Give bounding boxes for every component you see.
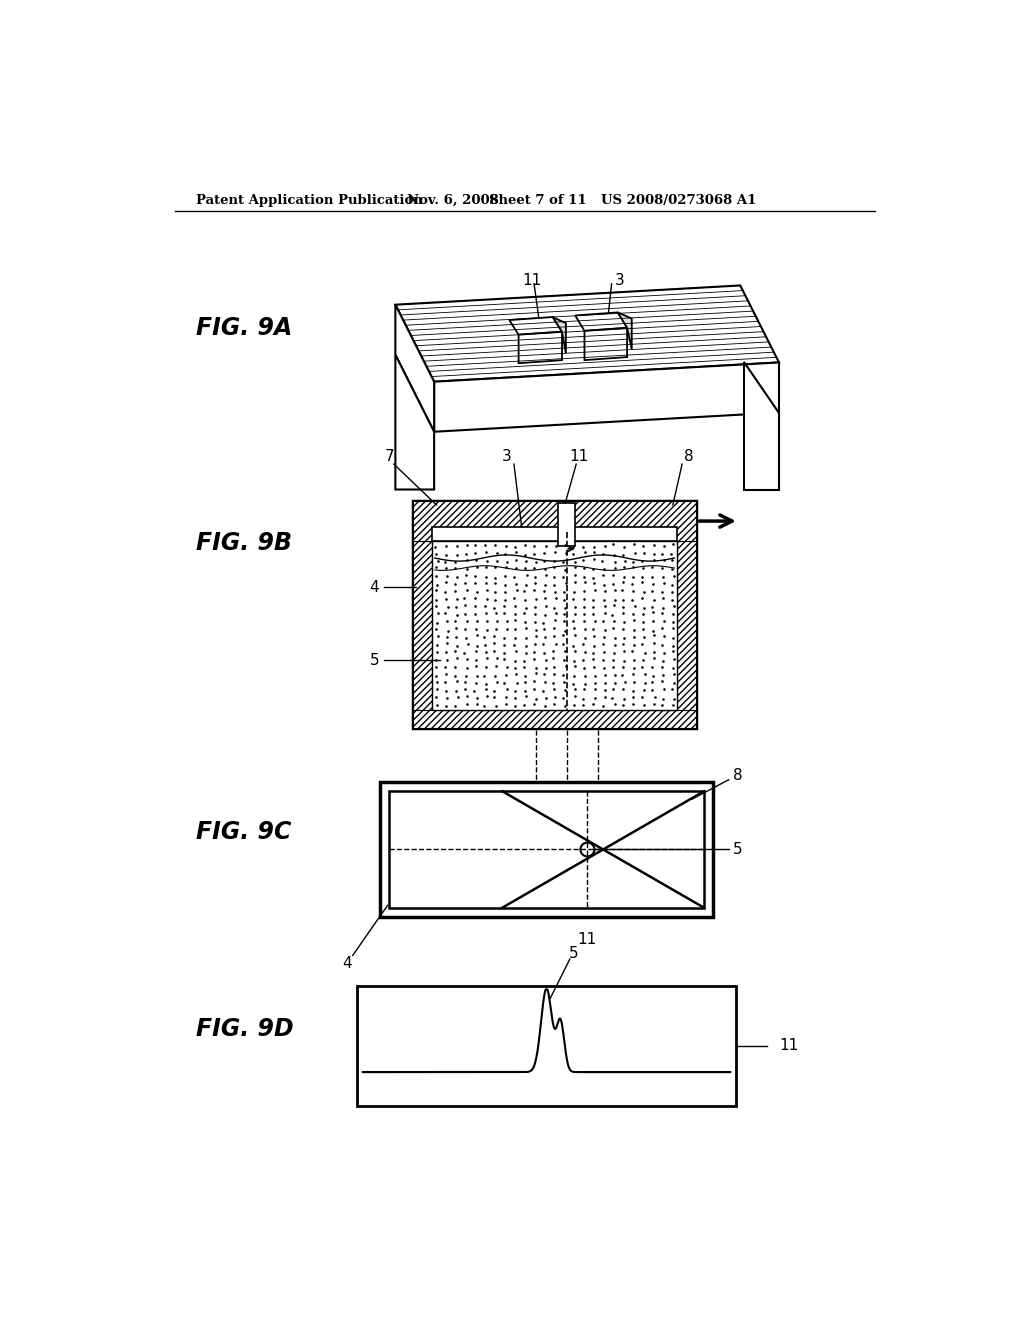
Bar xyxy=(414,710,696,729)
Text: 11: 11 xyxy=(522,272,542,288)
Text: Nov. 6, 2008: Nov. 6, 2008 xyxy=(407,194,499,207)
Bar xyxy=(389,792,703,908)
Bar xyxy=(678,541,696,729)
Text: FIG. 9A: FIG. 9A xyxy=(197,315,293,339)
Bar xyxy=(432,527,678,541)
Polygon shape xyxy=(395,305,434,432)
Text: US 2008/0273068 A1: US 2008/0273068 A1 xyxy=(601,194,756,207)
Polygon shape xyxy=(617,313,632,350)
Bar xyxy=(356,986,736,1105)
Bar xyxy=(414,541,432,729)
Text: 4: 4 xyxy=(342,956,352,970)
Text: 3: 3 xyxy=(615,272,625,288)
Polygon shape xyxy=(585,327,627,360)
Bar xyxy=(558,503,575,545)
Text: 11: 11 xyxy=(779,1039,799,1053)
Bar xyxy=(432,541,678,710)
Polygon shape xyxy=(744,363,779,490)
Polygon shape xyxy=(575,313,627,331)
Text: Patent Application Publication: Patent Application Publication xyxy=(197,194,423,207)
Polygon shape xyxy=(434,363,779,432)
Bar xyxy=(380,781,713,917)
Text: FIG. 9C: FIG. 9C xyxy=(197,820,292,845)
Bar xyxy=(414,502,696,541)
Polygon shape xyxy=(395,355,434,490)
Text: 11: 11 xyxy=(578,932,597,948)
Text: 8: 8 xyxy=(683,449,693,463)
Text: 5: 5 xyxy=(733,842,742,857)
Text: 3: 3 xyxy=(502,449,511,463)
Text: FIG. 9D: FIG. 9D xyxy=(197,1016,294,1040)
Text: 5: 5 xyxy=(370,652,379,668)
Text: 11: 11 xyxy=(569,449,589,463)
Text: FIG. 9B: FIG. 9B xyxy=(197,532,292,556)
Text: Sheet 7 of 11: Sheet 7 of 11 xyxy=(489,194,587,207)
Text: 7: 7 xyxy=(385,449,395,463)
Bar xyxy=(414,502,696,729)
Circle shape xyxy=(581,842,594,857)
Polygon shape xyxy=(518,331,562,363)
Polygon shape xyxy=(395,285,779,381)
Polygon shape xyxy=(553,317,566,354)
Polygon shape xyxy=(509,317,562,335)
Text: 4: 4 xyxy=(370,579,379,595)
Text: 8: 8 xyxy=(733,768,742,784)
Text: 5: 5 xyxy=(568,946,579,961)
